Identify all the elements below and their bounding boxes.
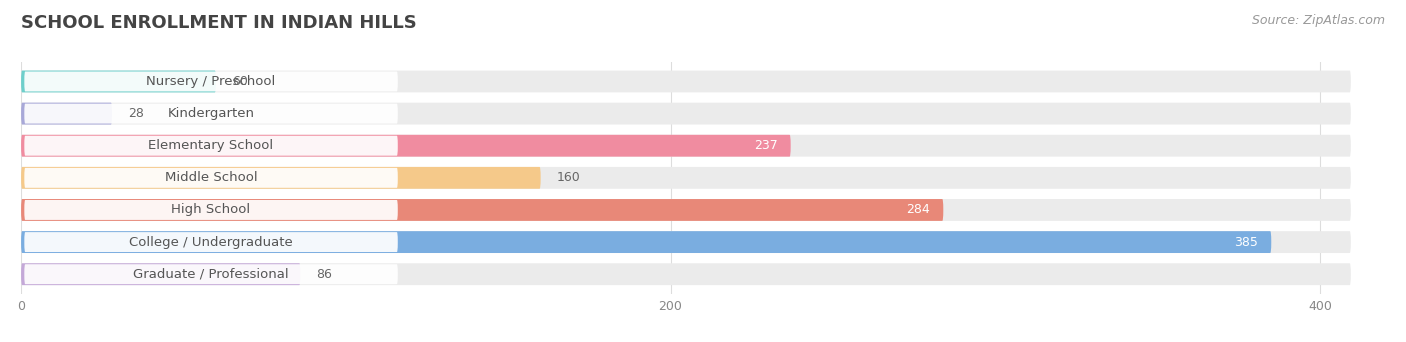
Text: 86: 86: [316, 268, 332, 281]
Text: Source: ZipAtlas.com: Source: ZipAtlas.com: [1251, 14, 1385, 27]
FancyBboxPatch shape: [24, 168, 398, 188]
Text: High School: High School: [172, 203, 250, 216]
FancyBboxPatch shape: [21, 103, 112, 124]
Text: SCHOOL ENROLLMENT IN INDIAN HILLS: SCHOOL ENROLLMENT IN INDIAN HILLS: [21, 14, 416, 32]
FancyBboxPatch shape: [21, 199, 943, 221]
FancyBboxPatch shape: [21, 167, 1351, 189]
FancyBboxPatch shape: [21, 167, 541, 189]
FancyBboxPatch shape: [21, 263, 301, 285]
FancyBboxPatch shape: [24, 136, 398, 156]
Text: 385: 385: [1234, 236, 1258, 249]
Text: 284: 284: [907, 203, 931, 216]
FancyBboxPatch shape: [21, 231, 1271, 253]
FancyBboxPatch shape: [21, 70, 1351, 92]
FancyBboxPatch shape: [21, 135, 790, 157]
Text: Middle School: Middle School: [165, 171, 257, 184]
FancyBboxPatch shape: [24, 71, 398, 91]
Text: Graduate / Professional: Graduate / Professional: [134, 268, 288, 281]
FancyBboxPatch shape: [21, 135, 1351, 157]
Text: Kindergarten: Kindergarten: [167, 107, 254, 120]
Text: Elementary School: Elementary School: [149, 139, 274, 152]
FancyBboxPatch shape: [21, 70, 217, 92]
Text: 160: 160: [557, 171, 581, 184]
Text: 60: 60: [232, 75, 247, 88]
FancyBboxPatch shape: [24, 104, 398, 123]
FancyBboxPatch shape: [24, 232, 398, 252]
Text: 28: 28: [128, 107, 145, 120]
FancyBboxPatch shape: [24, 264, 398, 284]
FancyBboxPatch shape: [24, 200, 398, 220]
Text: Nursery / Preschool: Nursery / Preschool: [146, 75, 276, 88]
FancyBboxPatch shape: [21, 263, 1351, 285]
Text: 237: 237: [754, 139, 778, 152]
FancyBboxPatch shape: [21, 231, 1351, 253]
FancyBboxPatch shape: [21, 199, 1351, 221]
Text: College / Undergraduate: College / Undergraduate: [129, 236, 292, 249]
FancyBboxPatch shape: [21, 103, 1351, 124]
